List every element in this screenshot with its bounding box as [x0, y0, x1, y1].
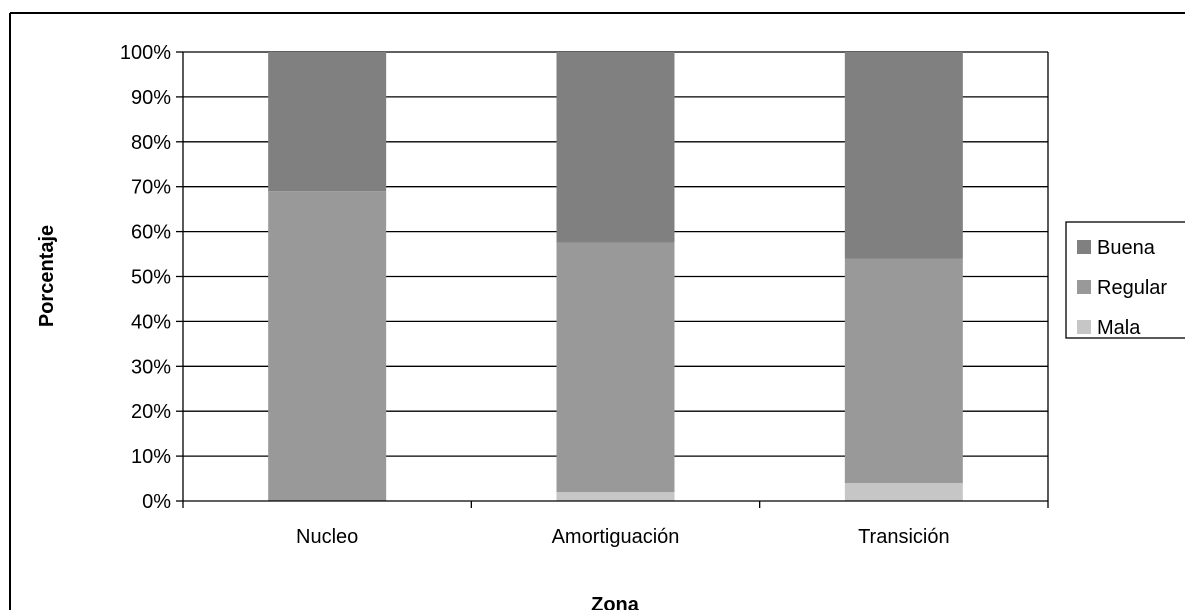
bars — [268, 52, 963, 501]
x-tick-labels: Nucleo Amortiguación Transición — [296, 526, 950, 548]
y-tick-label: 10% — [131, 446, 171, 468]
y-tick-label: 30% — [131, 356, 171, 378]
y-tick-labels: 0% 10% 20% 30% 40% 50% 60% 70% 80% 90% 100% — [120, 42, 171, 513]
y-tick-label: 80% — [131, 132, 171, 154]
bar-mala — [556, 492, 675, 501]
legend-label: Regular — [1097, 277, 1167, 299]
bar-regular — [844, 258, 963, 484]
legend-label: Mala — [1097, 317, 1141, 339]
bar-buena — [844, 52, 963, 259]
y-axis-title: Porcentaje — [36, 225, 58, 327]
legend-swatch — [1077, 280, 1091, 294]
bar-regular — [268, 191, 387, 501]
y-tick-label: 50% — [131, 267, 171, 289]
x-tick-label: Nucleo — [296, 526, 358, 548]
x-axis-title: Zona — [591, 594, 640, 610]
bar-regular — [556, 242, 675, 493]
bar-mala — [844, 483, 963, 501]
y-tick-label: 0% — [142, 491, 171, 513]
legend-swatch — [1077, 240, 1091, 254]
y-tick-label: 40% — [131, 311, 171, 333]
y-tick-label: 20% — [131, 401, 171, 423]
bar-buena — [556, 52, 675, 243]
legend-label: Buena — [1097, 237, 1156, 259]
legend: Buena Regular Mala — [1065, 221, 1185, 339]
axes — [176, 51, 1049, 508]
y-tick-label: 60% — [131, 222, 171, 244]
y-tick-label: 70% — [131, 177, 171, 199]
bar-buena — [268, 52, 387, 192]
x-tick-label: Amortiguación — [552, 526, 680, 548]
y-tick-label: 100% — [120, 42, 171, 64]
x-tick-label: Transición — [858, 526, 950, 548]
y-tick-label: 90% — [131, 87, 171, 109]
legend-swatch — [1077, 320, 1091, 334]
